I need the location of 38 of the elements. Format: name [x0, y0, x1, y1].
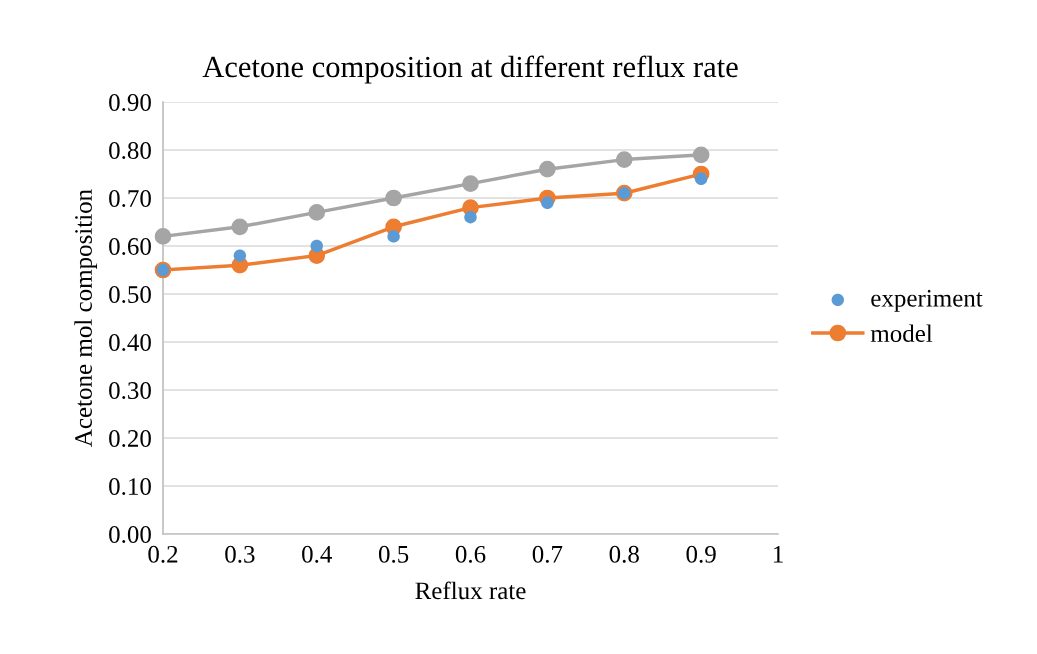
point	[233, 249, 247, 262]
point	[464, 210, 477, 224]
point	[231, 218, 249, 236]
point	[539, 160, 556, 178]
x-tick-label: 0.7	[532, 545, 563, 563]
legend-label: experiment	[871, 289, 983, 312]
point	[154, 228, 172, 245]
y-tick-label: 0.60	[109, 238, 151, 256]
y-axis-title: Acetone mol composition	[74, 189, 98, 447]
x-axis-title: Reflux rate	[415, 581, 526, 600]
y-tick-label: 0.50	[109, 286, 151, 304]
point	[692, 146, 710, 164]
x-tick-label: 0.8	[609, 545, 639, 563]
y-tick-label: 0.30	[109, 382, 151, 400]
point	[310, 239, 323, 253]
x-tick-label: 0.4	[302, 545, 332, 563]
y-tick-label: 0.10	[109, 478, 151, 496]
point	[308, 204, 326, 221]
y-tick-label: 0.00	[109, 526, 151, 544]
legend-label: model	[870, 324, 933, 342]
x-tick-label: 0.5	[378, 545, 409, 563]
x-tick-label: 0.2	[148, 545, 178, 563]
point	[385, 189, 402, 207]
y-tick-label: 0.90	[109, 94, 151, 112]
x-tick-label: 0.3	[225, 545, 255, 563]
y-tick-label: 0.40	[109, 334, 151, 352]
point	[387, 230, 400, 243]
point	[541, 196, 554, 210]
y-tick-label: 0.20	[109, 430, 151, 448]
x-tick-label: 1	[773, 545, 783, 563]
y-tick-label: 0.80	[109, 142, 151, 160]
point	[615, 151, 633, 168]
x-tick-label: 0.9	[686, 545, 716, 563]
y-tick-label: 0.70	[109, 190, 151, 208]
x-tick-label: 0.6	[455, 545, 486, 563]
chart-title: Acetone composition at different reflux rate	[202, 55, 738, 84]
point	[462, 175, 479, 192]
point	[694, 172, 708, 186]
